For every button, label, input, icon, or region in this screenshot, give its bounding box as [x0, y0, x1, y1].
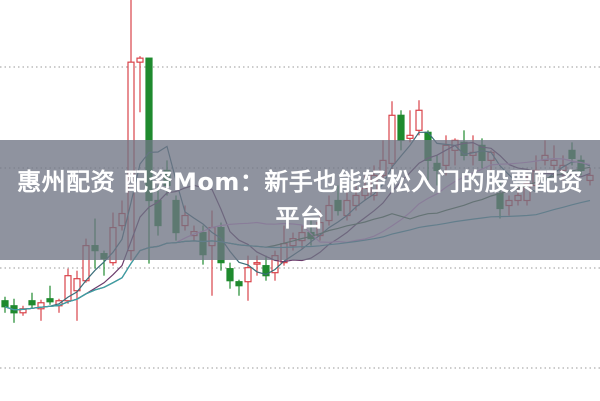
candle — [136, 56, 144, 113]
candle — [226, 262, 234, 289]
candle-body — [415, 109, 423, 131]
candle-body — [262, 265, 270, 277]
candle — [10, 298, 18, 323]
title-banner: 惠州配资 配资Mom：新手也能轻松入门的股票配资平台 — [0, 140, 600, 260]
candle — [64, 268, 72, 304]
candle-body — [235, 281, 243, 287]
candle-body — [244, 267, 252, 283]
candle-body — [64, 275, 72, 302]
candle-body — [226, 268, 234, 282]
candle — [415, 100, 423, 136]
candle — [235, 279, 243, 296]
article-title: 惠州配资 配资Mom：新手也能轻松入门的股票配资平台 — [17, 168, 583, 232]
candle — [73, 270, 81, 321]
candle — [46, 285, 54, 305]
candle — [19, 305, 27, 316]
candle-body — [253, 262, 261, 265]
candle-body — [397, 114, 405, 141]
candle — [37, 299, 45, 321]
candle — [28, 292, 36, 309]
candle-body — [136, 57, 144, 63]
candle — [1, 296, 9, 313]
candle-body — [73, 278, 81, 292]
candle-body — [1, 300, 9, 308]
candle-body — [46, 298, 54, 303]
candle-body — [37, 302, 45, 310]
candle-body — [19, 308, 27, 314]
candle — [406, 110, 414, 143]
candle — [244, 255, 252, 301]
candle-body — [406, 134, 414, 139]
candle-body — [28, 300, 36, 306]
